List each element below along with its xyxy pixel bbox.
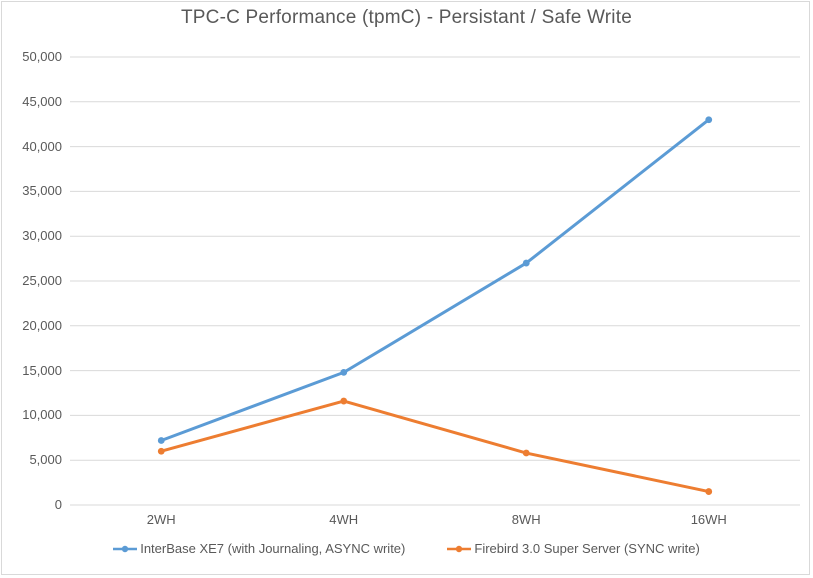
- data-point-marker: [705, 116, 713, 124]
- legend-item: InterBase XE7 (with Journaling, ASYNC wr…: [113, 541, 405, 556]
- chart-title: TPC-C Performance (tpmC) - Persistant / …: [181, 7, 632, 28]
- legend-label: Firebird 3.0 Super Server (SYNC write): [474, 541, 700, 556]
- data-point-marker: [157, 437, 165, 444]
- y-axis-tick-label: 40,000: [22, 138, 62, 154]
- series-line-0: [159, 118, 711, 442]
- data-point-marker: [340, 397, 348, 405]
- y-axis-tick-label: 50,000: [22, 49, 62, 64]
- y-axis-tick-label: 10,000: [22, 407, 62, 423]
- legend-label: InterBase XE7 (with Journaling, ASYNC wr…: [140, 541, 406, 556]
- x-axis-tick-label: 8WH: [511, 512, 541, 527]
- y-axis-tick-label: 30,000: [22, 228, 62, 244]
- legend-line-marker-icon: [447, 545, 472, 552]
- y-axis-tick-label: 20,000: [22, 317, 62, 333]
- x-axis-tick-label: 4WH: [329, 512, 359, 527]
- x-axis-tick-label: 16WH: [690, 512, 727, 527]
- data-point-marker: [522, 449, 530, 457]
- legend: InterBase XE7 (with Journaling, ASYNC wr…: [0, 541, 813, 556]
- y-axis-tick-label: 45,000: [22, 93, 62, 109]
- legend-line-marker-icon: [113, 545, 138, 552]
- series-line-1: [159, 399, 711, 494]
- y-axis-tick-label: 15,000: [22, 362, 62, 378]
- data-point-marker: [705, 488, 713, 495]
- y-axis-tick-label: 35,000: [22, 183, 62, 199]
- data-point-marker: [157, 447, 165, 455]
- data-point-marker: [522, 259, 530, 267]
- legend-item: Firebird 3.0 Super Server (SYNC write): [447, 541, 700, 556]
- x-axis-tick-label: 2WH: [146, 512, 176, 527]
- y-axis-tick-label: 5,000: [29, 452, 62, 468]
- y-axis-tick-label: 0: [54, 497, 62, 512]
- data-point-marker: [340, 368, 348, 376]
- y-axis-tick-label: 25,000: [22, 273, 62, 288]
